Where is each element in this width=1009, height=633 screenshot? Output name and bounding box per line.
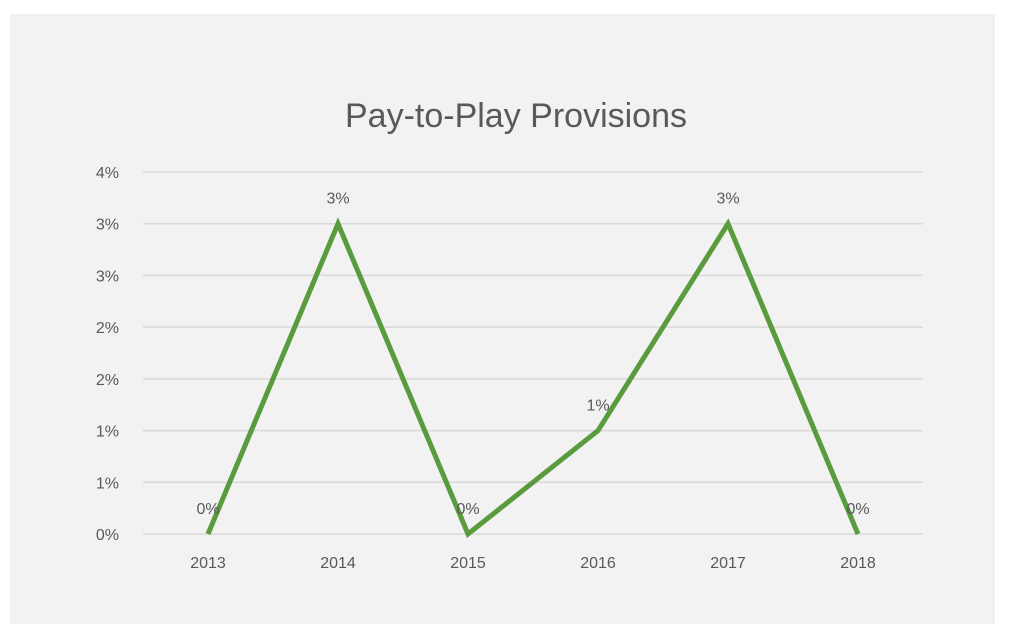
data-label: 0% xyxy=(456,501,479,518)
y-tick-label: 2% xyxy=(96,372,119,389)
x-tick-label: 2013 xyxy=(190,555,226,572)
y-tick-label: 4% xyxy=(96,165,119,182)
y-tick-label: 1% xyxy=(96,475,119,492)
data-label: 0% xyxy=(196,501,219,518)
data-label: 1% xyxy=(586,398,609,415)
y-tick-label: 3% xyxy=(96,268,119,285)
x-axis-tick-labels: 2013 2014 2015 2016 2017 2018 xyxy=(190,555,876,572)
x-tick-label: 2015 xyxy=(450,555,486,572)
x-tick-label: 2017 xyxy=(710,555,746,572)
line-chart: Pay-to-Play Provisions 0%1%1%2%2%3%3%4% … xyxy=(96,97,923,572)
y-tick-label: 3% xyxy=(96,217,119,234)
chart-title: Pay-to-Play Provisions xyxy=(345,97,687,135)
data-label: 3% xyxy=(326,191,349,208)
y-tick-label: 0% xyxy=(96,527,119,544)
series-line xyxy=(205,217,861,539)
y-axis-tick-labels: 0% 1% 1% 2% 2% 3% 3% 4% xyxy=(96,165,119,544)
series-layer xyxy=(205,217,861,539)
y-tick-label: 1% xyxy=(96,424,119,441)
data-label: 3% xyxy=(716,191,739,208)
chart-area: Pay-to-Play Provisions 0% 1% 1% 2% 2% 3% 3% 4% … xyxy=(10,14,995,624)
y-tick-label: 2% xyxy=(96,320,119,337)
data-labels: 0% 3% 0% 1% 3% 0% xyxy=(196,191,869,518)
data-label: 0% xyxy=(846,501,869,518)
x-tick-label: 2016 xyxy=(580,555,616,572)
x-tick-label: 2014 xyxy=(320,555,356,572)
x-tick-label: 2018 xyxy=(840,555,876,572)
